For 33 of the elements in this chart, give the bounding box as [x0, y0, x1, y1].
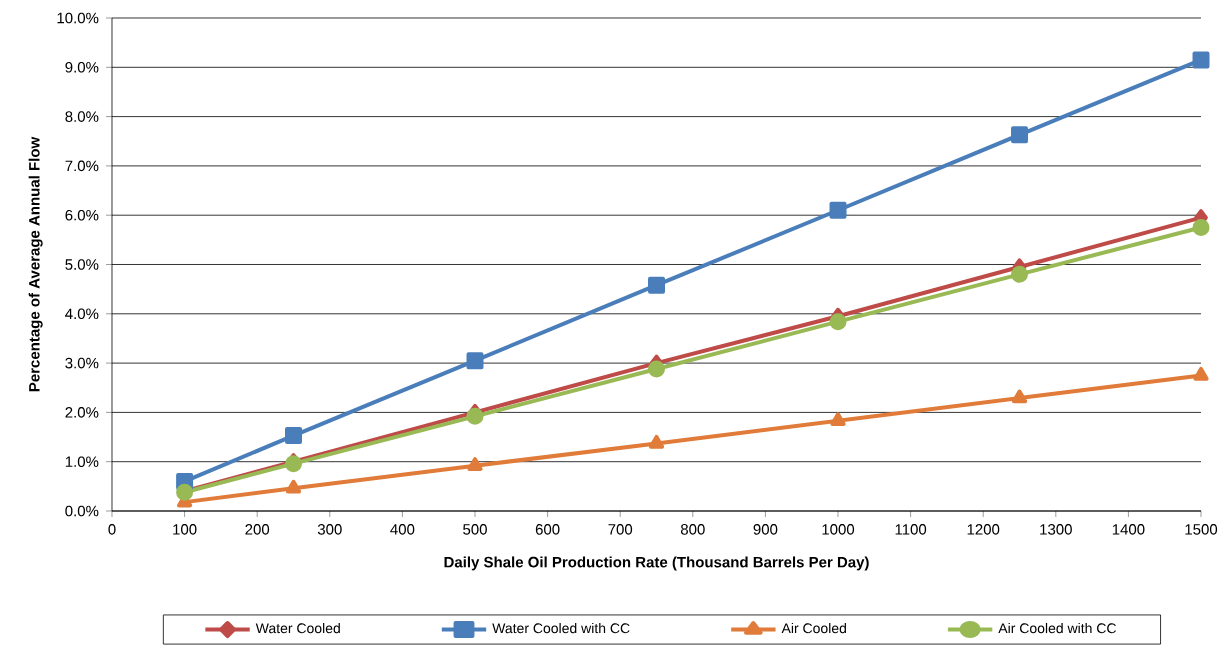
y-axis-title: Percentage of Average Annual Flow: [28, 136, 43, 392]
x-tick-label: 1300: [1040, 524, 1072, 535]
legend-label: Water Cooled: [255, 622, 340, 634]
y-tick-label: 4.0%: [65, 308, 99, 320]
x-tick-label: 1500: [1185, 524, 1218, 535]
legend-label: Water Cooled with CC: [492, 622, 630, 634]
x-axis-title: Daily Shale Oil Production Rate (Thousand Barrels Per Day): [444, 556, 869, 571]
y-tick-label: 9.0%: [65, 61, 99, 73]
y-tick-label: 5.0%: [65, 259, 99, 270]
x-tick-label: 600: [535, 524, 560, 535]
x-tick-label: 100: [173, 524, 197, 535]
y-tick-label: 3.0%: [65, 357, 99, 369]
x-tick-label: 1400: [1112, 524, 1145, 535]
x-tick-label: 1200: [967, 524, 1000, 535]
x-tick-label: 0: [108, 524, 116, 535]
x-tick-label: 300: [317, 524, 342, 535]
y-tick-label: 10.0%: [57, 12, 99, 24]
x-tick-label: 200: [245, 524, 270, 535]
legend-label: Air Cooled with CC: [998, 622, 1116, 634]
x-tick-label: 700: [608, 524, 633, 535]
x-tick-label: 1100: [895, 524, 927, 535]
legend-label: Air Cooled: [781, 622, 846, 634]
y-tick-label: 7.0%: [65, 160, 99, 172]
x-tick-label: 400: [390, 524, 415, 535]
x-tick-label: 1000: [822, 524, 855, 535]
x-tick-label: 800: [680, 524, 705, 535]
y-tick-label: 6.0%: [65, 209, 99, 221]
y-tick-label: 1.0%: [65, 456, 99, 468]
x-tick-label: 900: [753, 524, 778, 535]
x-tick-label: 500: [463, 524, 487, 535]
y-tick-label: 8.0%: [65, 111, 99, 122]
y-tick-label: 2.0%: [65, 407, 99, 418]
y-tick-label: 0.0%: [65, 505, 99, 517]
